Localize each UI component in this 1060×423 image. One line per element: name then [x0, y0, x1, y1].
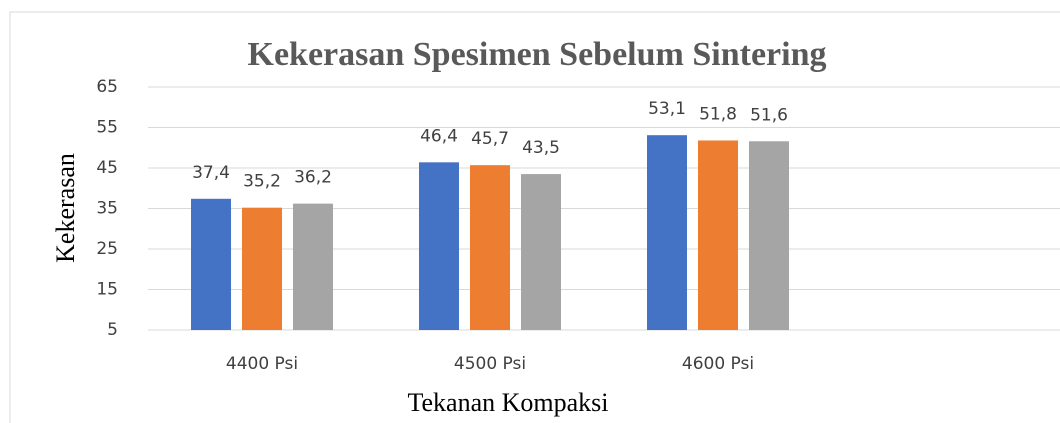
y-tick-label: 15	[96, 280, 118, 300]
y-tick-label: 35	[96, 199, 118, 219]
bar	[521, 174, 561, 330]
y-tick-label: 55	[96, 118, 118, 138]
data-label: 36,2	[294, 168, 332, 188]
bar	[242, 207, 282, 330]
bar	[749, 141, 789, 330]
bar	[470, 165, 510, 330]
data-label: 51,8	[699, 104, 737, 124]
bar	[698, 140, 738, 330]
bar	[293, 203, 333, 330]
data-label: 37,4	[192, 163, 230, 183]
y-tick-label: 25	[96, 239, 118, 259]
x-tick-label: 4400 Psi	[226, 354, 298, 374]
bar	[419, 162, 459, 330]
data-label: 35,2	[243, 172, 281, 192]
y-tick-label: 5	[107, 320, 118, 340]
y-tick-label: 65	[96, 77, 118, 97]
data-label: 53,1	[648, 99, 686, 119]
bar	[647, 135, 687, 330]
data-label: 43,5	[522, 138, 560, 158]
chart-title: Kekerasan Spesimen Sebelum Sintering	[248, 36, 827, 73]
data-label: 51,6	[750, 105, 788, 125]
y-tick-label: 45	[96, 158, 118, 178]
x-tick-label: 4500 Psi	[454, 354, 526, 374]
x-axis-label: Tekanan Kompaksi	[407, 388, 608, 417]
data-label: 45,7	[471, 129, 509, 149]
bar	[191, 198, 231, 330]
y-axis-label: Kekerasan	[51, 153, 80, 263]
data-label: 46,4	[420, 126, 458, 146]
x-tick-label: 4600 Psi	[682, 354, 754, 374]
